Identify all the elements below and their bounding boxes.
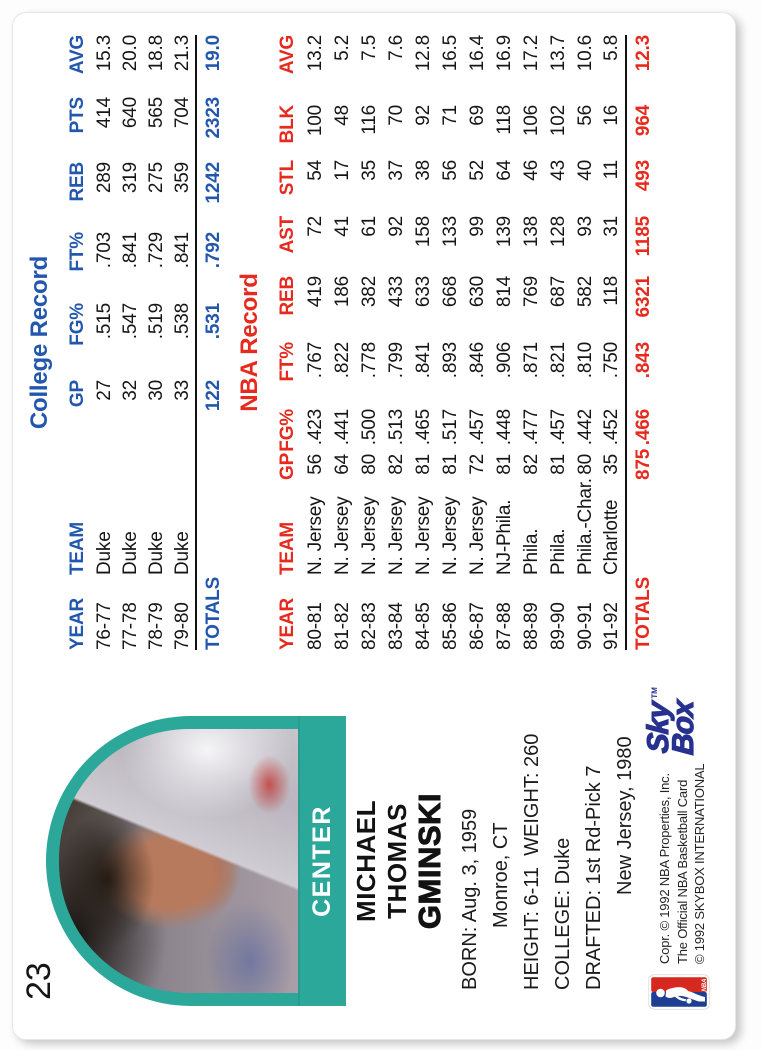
totals-row: TOTALS 122.531.792 1242 2323 19.0 (196, 35, 226, 650)
name-line-last: GMINSKI (412, 792, 448, 930)
table-row: 90-91 Phila.-Char. 80.442.810 582 93 40 56 10.6 (574, 35, 596, 650)
table-row: 77-78 Duke 32.547.841 319 640 20.0 (120, 35, 141, 650)
stats-section: College Record YEAR TEAM GP FG% FT% REB PTS AVG… (26, 35, 656, 650)
copyright-line: The Official NBA Basketball Card (674, 779, 690, 964)
table-row: 84-85 N. Jersey 81.465.841 633 158 38 92 12.8 (412, 35, 434, 650)
header-row: YEAR TEAM GP FG% FT% REB AST STL BLK AVG (277, 35, 298, 650)
table-row: 82-83 N. Jersey 80.500.778 382 61 35 116 7.5 (358, 35, 380, 650)
table-row: 76-77 Duke 27.515.703 289 414 15.3 (94, 35, 115, 650)
photo-frame: CENTER (46, 716, 346, 1006)
player-photo (59, 729, 298, 993)
table-row: 91-92 Charlotte 35.452.750 118 31 11 16 5.8 (601, 35, 622, 650)
bio-line: DRAFTED: 1st Rd-Pick 7 (583, 765, 605, 990)
skybox-line-box: Box (666, 699, 700, 757)
player-name: MICHAEL THOMAS GMINSKI (351, 716, 448, 1006)
nba-logo: NBA (648, 974, 710, 1010)
copyright-block: Copr. © 1992 NBA Properties, Inc. The Off… (656, 764, 709, 964)
nba-record-title: NBA Record (236, 273, 263, 412)
card-number: 23 (20, 962, 58, 1000)
table-row: 87-88 NJ-Phila. 81.448.906 814 139 64 118 16.9 (493, 35, 515, 650)
bio-line: Monroe, CT (490, 822, 512, 928)
table-row: 85-86 N. Jersey 81.517.893 668 133 56 71 16.5 (439, 35, 461, 650)
table-row: 89-90 Phila. 81.457.821 687 128 43 102 13.7 (547, 35, 569, 650)
bio-line: HEIGHT: 6-11 WEIGHT: 260 (521, 733, 543, 990)
skybox-logo: Sky Box TM (641, 687, 700, 757)
header-row: YEAR TEAM GP FG% FT% REB PTS AVG (67, 35, 88, 650)
table-row: 86-87 N. Jersey 72.457.846 630 99 52 69 16.4 (466, 35, 488, 650)
table-row: 83-84 N. Jersey 82.513.799 433 92 37 70 7.6 (385, 35, 407, 650)
bio-line: New Jersey, 1980 (614, 736, 636, 895)
nba-record-table: YEAR TEAM GP FG% FT% REB AST STL BLK AVG 80-81 N. J… (274, 35, 656, 650)
bio-section: BORN: Aug. 3, 1959 Monroe, CT HEIGHT: 6-11… (455, 734, 641, 990)
nba-logo-text: NBA (702, 979, 708, 992)
position-label: CENTER (307, 805, 336, 917)
name-line-middle: THOMAS (382, 803, 412, 919)
copyright-line: Copr. © 1992 NBA Properties, Inc. (657, 773, 672, 964)
college-record-title: College Record (26, 255, 53, 430)
skybox-trademark: TM (650, 686, 659, 700)
bio-line: COLLEGE: Duke (552, 837, 574, 990)
copyright-line: © 1992 SKYBOX INTERNATIONAL (692, 763, 707, 964)
table-row: 80-81 N. Jersey 56.423.767 419 72 54 100 13.2 (304, 35, 326, 650)
table-row: 81-82 N. Jersey 64.441.822 186 41 17 48 5.2 (331, 35, 353, 650)
table-row: 79-80 Duke 33.538.841 359 704 21.3 (171, 35, 193, 650)
table-row: 88-89 Phila. 82.477.871 769 138 46 106 17.2 (520, 35, 542, 650)
bio-line: BORN: Aug. 3, 1959 (459, 808, 481, 990)
name-line-first: MICHAEL (351, 800, 381, 922)
table-row: 78-79 Duke 30.519.729 275 565 18.8 (146, 35, 167, 650)
position-band: CENTER (298, 716, 346, 1006)
totals-row: TOTALS 875.466.843 6321 1185 493 964 12.3 (626, 35, 656, 650)
college-record-table: YEAR TEAM GP FG% FT% REB PTS AVG 76-77 Duke 27.515… (64, 35, 226, 650)
